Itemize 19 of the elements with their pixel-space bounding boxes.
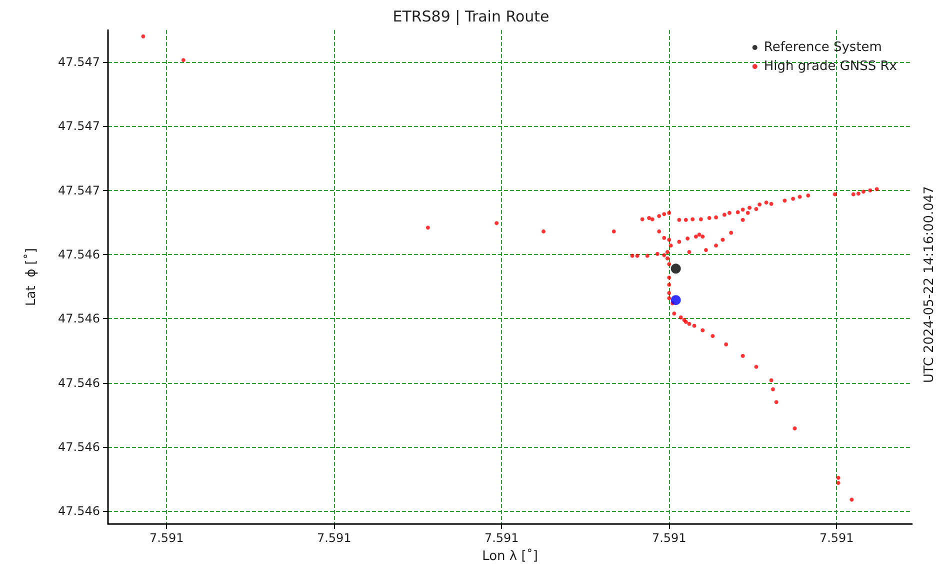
y-tick-label: 47.547 — [58, 119, 100, 134]
x-axis-title: Lon λ [˚] — [482, 548, 538, 564]
x-tick-label: 7.591 — [316, 531, 352, 545]
y-tick-label: 47.547 — [58, 55, 100, 70]
x-tick-label: 7.591 — [149, 531, 184, 545]
legend-label: Reference System — [764, 40, 882, 55]
y-tick-label: 47.546 — [58, 312, 100, 326]
y-tick-label: 47.546 — [58, 440, 100, 454]
x-tick-label: 7.591 — [819, 531, 854, 545]
x-tick-label: 7.591 — [484, 531, 519, 545]
y-axis-title: Lat ϕ [˚] — [23, 248, 39, 306]
y-tick-label: 47.546 — [58, 376, 100, 390]
chart-title: ETRS89 | Train Route — [392, 8, 550, 26]
y-tick-label: 47.547 — [58, 183, 100, 198]
x-tick-label: 7.591 — [652, 531, 686, 545]
y-tick-label: 47.546 — [58, 248, 100, 262]
y-tick-label: 47.546 — [58, 504, 100, 518]
text: UTC 2024-05-22 14:16:00.047 — [922, 186, 937, 383]
legend-label: High grade GNSS Rx — [764, 59, 898, 74]
